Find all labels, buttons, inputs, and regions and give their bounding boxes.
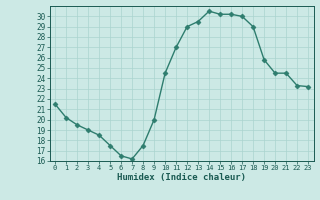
- X-axis label: Humidex (Indice chaleur): Humidex (Indice chaleur): [117, 173, 246, 182]
